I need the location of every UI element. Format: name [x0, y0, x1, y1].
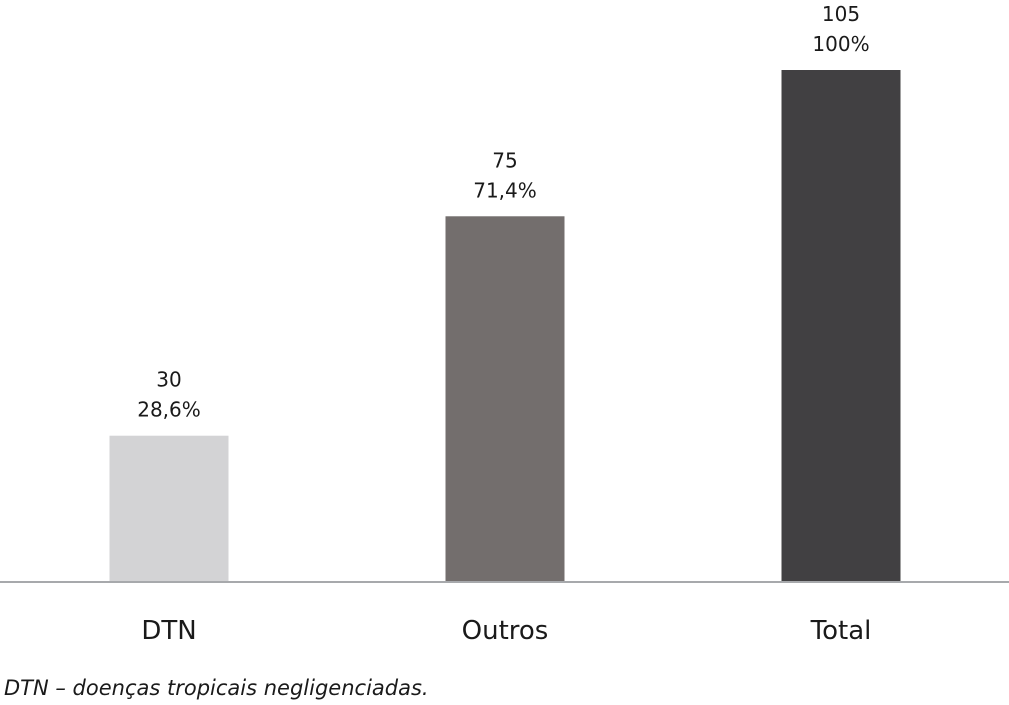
bar-outros: [445, 216, 565, 583]
value-label-dtn: 30: [156, 368, 181, 392]
value-label-total: 105: [822, 2, 860, 26]
value-labels-group: 30 28,6% 75 71,4% 105 100%: [137, 2, 869, 422]
bar-dtn: [109, 435, 229, 582]
category-label-total: Total: [810, 616, 872, 646]
category-labels-group: DTN Outros Total: [141, 616, 871, 646]
bars-group: [109, 70, 901, 583]
bar-chart: 30 28,6% 75 71,4% 105 100% DTN Outros Total: [0, 2, 1009, 646]
category-label-outros: Outros: [462, 616, 549, 646]
footnote: DTN – doenças tropicais negligenciadas.: [4, 676, 429, 700]
bar-total: [781, 70, 901, 582]
percent-label-total: 100%: [812, 32, 869, 56]
percent-label-outros: 71,4%: [473, 178, 537, 202]
percent-label-dtn: 28,6%: [137, 398, 201, 422]
category-label-dtn: DTN: [141, 616, 196, 646]
value-label-outros: 75: [492, 148, 517, 172]
